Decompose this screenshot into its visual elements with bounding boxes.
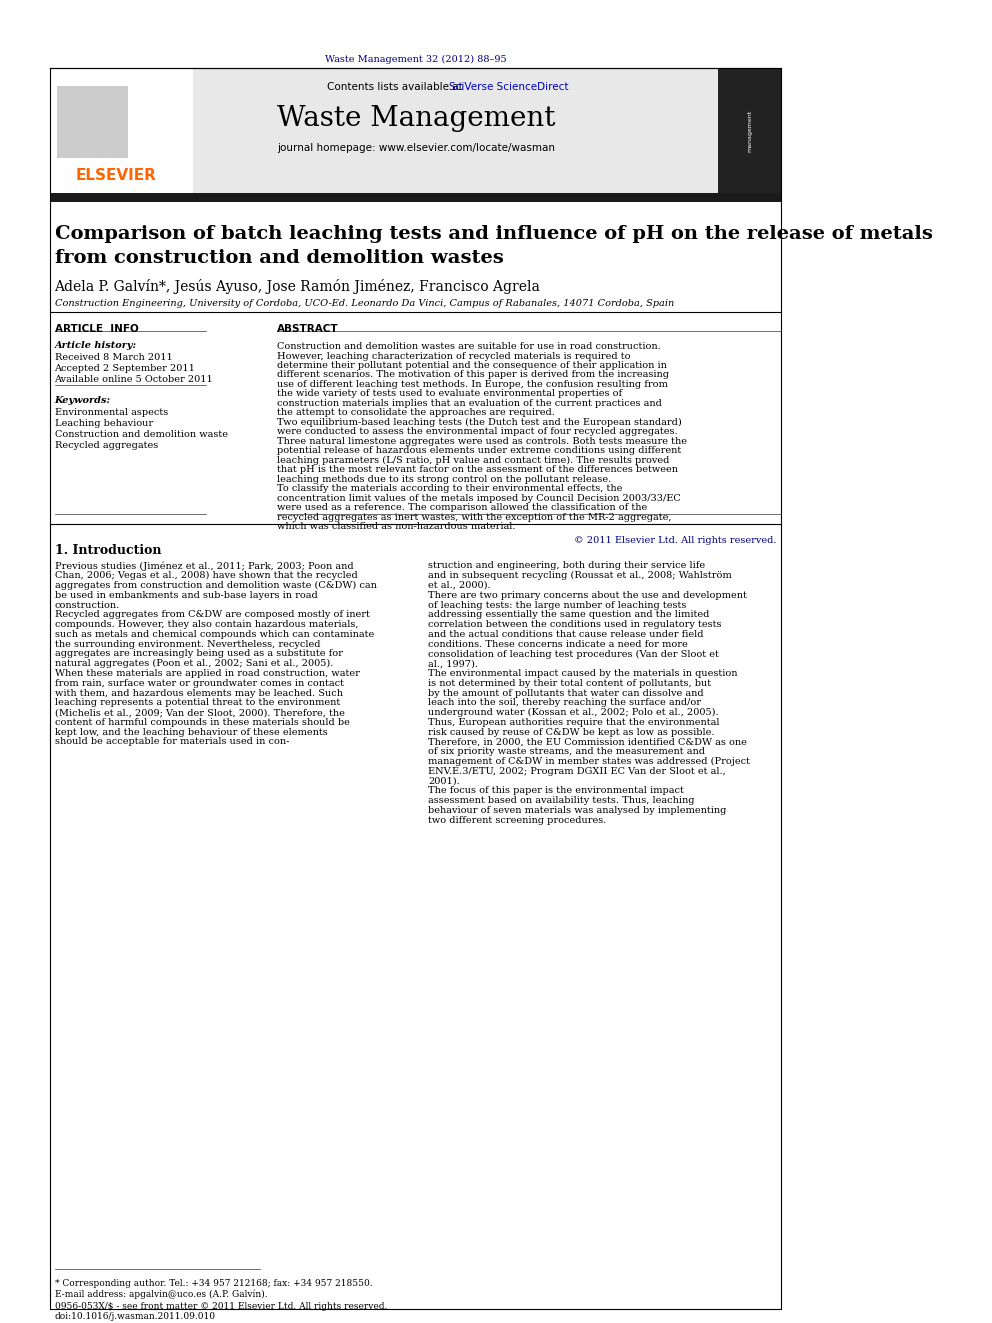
Text: doi:10.1016/j.wasman.2011.09.010: doi:10.1016/j.wasman.2011.09.010 — [55, 1312, 215, 1322]
Text: kept low, and the leaching behaviour of these elements: kept low, and the leaching behaviour of … — [55, 728, 327, 737]
Text: E-mail address: apgalvin@uco.es (A.P. Galvín).: E-mail address: apgalvin@uco.es (A.P. Ga… — [55, 1290, 267, 1299]
Text: Waste Management 32 (2012) 88–95: Waste Management 32 (2012) 88–95 — [325, 54, 507, 64]
Text: SciVerse ScienceDirect: SciVerse ScienceDirect — [449, 82, 568, 91]
Text: the surrounding environment. Nevertheless, recycled: the surrounding environment. Nevertheles… — [55, 639, 320, 648]
Text: the attempt to consolidate the approaches are required.: the attempt to consolidate the approache… — [277, 409, 555, 417]
Text: were conducted to assess the environmental impact of four recycled aggregates.: were conducted to assess the environment… — [277, 427, 678, 437]
FancyBboxPatch shape — [718, 67, 781, 194]
Text: from rain, surface water or groundwater comes in contact: from rain, surface water or groundwater … — [55, 679, 343, 688]
Text: aggregates are increasingly being used as a substitute for: aggregates are increasingly being used a… — [55, 650, 342, 659]
Text: When these materials are applied in road construction, water: When these materials are applied in road… — [55, 669, 359, 677]
Text: Available online 5 October 2011: Available online 5 October 2011 — [55, 374, 213, 384]
Text: leaching parameters (L/S ratio, pH value and contact time). The results proved: leaching parameters (L/S ratio, pH value… — [277, 455, 670, 464]
Text: The focus of this paper is the environmental impact: The focus of this paper is the environme… — [428, 786, 683, 795]
Text: determine their pollutant potential and the consequence of their application in: determine their pollutant potential and … — [277, 361, 667, 370]
FancyBboxPatch shape — [51, 67, 781, 194]
Text: Waste Management: Waste Management — [277, 105, 556, 132]
Text: two different screening procedures.: two different screening procedures. — [428, 815, 606, 824]
Text: Thus, European authorities require that the environmental: Thus, European authorities require that … — [428, 718, 719, 726]
Text: To classify the materials according to their environmental effects, the: To classify the materials according to t… — [277, 484, 622, 493]
Text: 1. Introduction: 1. Introduction — [55, 544, 161, 557]
Text: were used as a reference. The comparison allowed the classification of the: were used as a reference. The comparison… — [277, 503, 647, 512]
Text: Construction and demolition waste: Construction and demolition waste — [55, 430, 227, 439]
Text: addressing essentially the same question and the limited: addressing essentially the same question… — [428, 610, 709, 619]
Text: (Michelis et al., 2009; Van der Sloot, 2000). Therefore, the: (Michelis et al., 2009; Van der Sloot, 2… — [55, 708, 344, 717]
Text: that pH is the most relevant factor on the assessment of the differences between: that pH is the most relevant factor on t… — [277, 466, 678, 474]
Text: ABSTRACT: ABSTRACT — [277, 324, 338, 335]
Text: struction and engineering, both during their service life: struction and engineering, both during t… — [428, 561, 705, 570]
Text: compounds. However, they also contain hazardous materials,: compounds. However, they also contain ha… — [55, 620, 358, 630]
Text: assessment based on availability tests. Thus, leaching: assessment based on availability tests. … — [428, 796, 694, 804]
Text: construction.: construction. — [55, 601, 120, 610]
Text: Environmental aspects: Environmental aspects — [55, 407, 168, 417]
Text: should be acceptable for materials used in con-: should be acceptable for materials used … — [55, 737, 289, 746]
Text: Construction Engineering, University of Cordoba, UCO-Ed. Leonardo Da Vinci, Camp: Construction Engineering, University of … — [55, 299, 674, 308]
Text: which was classified as non-hazardous material.: which was classified as non-hazardous ma… — [277, 523, 516, 531]
Text: Keywords:: Keywords: — [55, 396, 111, 405]
FancyBboxPatch shape — [51, 193, 781, 202]
Text: © 2011 Elsevier Ltd. All rights reserved.: © 2011 Elsevier Ltd. All rights reserved… — [573, 536, 777, 545]
Text: Article history:: Article history: — [55, 341, 137, 351]
Text: concentration limit values of the metals imposed by Council Decision 2003/33/EC: concentration limit values of the metals… — [277, 493, 681, 503]
Text: Recycled aggregates: Recycled aggregates — [55, 441, 158, 450]
FancyBboxPatch shape — [51, 67, 193, 194]
Text: Comparison of batch leaching tests and influence of pH on the release of metals: Comparison of batch leaching tests and i… — [55, 225, 932, 243]
Text: and in subsequent recycling (Roussat et al., 2008; Wahlström: and in subsequent recycling (Roussat et … — [428, 572, 732, 581]
Text: ELSEVIER: ELSEVIER — [75, 168, 157, 183]
Text: the wide variety of tests used to evaluate environmental properties of: the wide variety of tests used to evalua… — [277, 389, 622, 398]
Text: Therefore, in 2000, the EU Commission identified C&DW as one: Therefore, in 2000, the EU Commission id… — [428, 737, 747, 746]
FancyBboxPatch shape — [58, 86, 128, 157]
Text: leaching represents a potential threat to the environment: leaching represents a potential threat t… — [55, 699, 340, 708]
Text: underground water (Kossan et al., 2002; Polo et al., 2005).: underground water (Kossan et al., 2002; … — [428, 708, 718, 717]
Text: construction materials implies that an evaluation of the current practices and: construction materials implies that an e… — [277, 400, 662, 407]
Text: risk caused by reuse of C&DW be kept as low as possible.: risk caused by reuse of C&DW be kept as … — [428, 728, 714, 737]
Text: and the actual conditions that cause release under field: and the actual conditions that cause rel… — [428, 630, 703, 639]
Text: Leaching behaviour: Leaching behaviour — [55, 419, 153, 427]
Text: * Corresponding author. Tel.: +34 957 212168; fax: +34 957 218550.: * Corresponding author. Tel.: +34 957 21… — [55, 1278, 372, 1287]
Text: et al., 2000).: et al., 2000). — [428, 581, 491, 590]
Text: However, leaching characterization of recycled materials is required to: However, leaching characterization of re… — [277, 352, 631, 361]
Text: management: management — [747, 110, 752, 152]
Text: is not determined by their total content of pollutants, but: is not determined by their total content… — [428, 679, 711, 688]
Text: recycled aggregates as inert wastes, with the exception of the MR-2 aggregate,: recycled aggregates as inert wastes, wit… — [277, 512, 672, 521]
Text: al., 1997).: al., 1997). — [428, 659, 478, 668]
Text: potential release of hazardous elements under extreme conditions using different: potential release of hazardous elements … — [277, 446, 682, 455]
Text: with them, and hazardous elements may be leached. Such: with them, and hazardous elements may be… — [55, 688, 342, 697]
Text: different scenarios. The motivation of this paper is derived from the increasing: different scenarios. The motivation of t… — [277, 370, 669, 380]
Text: consolidation of leaching test procedures (Van der Sloot et: consolidation of leaching test procedure… — [428, 650, 719, 659]
Text: Contents lists available at: Contents lists available at — [327, 82, 466, 91]
Text: Two equilibrium-based leaching tests (the Dutch test and the European standard): Two equilibrium-based leaching tests (th… — [277, 418, 682, 427]
Text: aggregates from construction and demolition waste (C&DW) can: aggregates from construction and demolit… — [55, 581, 376, 590]
Text: ARTICLE  INFO: ARTICLE INFO — [55, 324, 138, 335]
Text: Construction and demolition wastes are suitable for use in road construction.: Construction and demolition wastes are s… — [277, 343, 661, 351]
Text: The environmental impact caused by the materials in question: The environmental impact caused by the m… — [428, 669, 737, 677]
Text: use of different leaching test methods. In Europe, the confusion resulting from: use of different leaching test methods. … — [277, 380, 668, 389]
Text: 2001).: 2001). — [428, 777, 459, 786]
Text: journal homepage: www.elsevier.com/locate/wasman: journal homepage: www.elsevier.com/locat… — [278, 143, 556, 152]
Text: Received 8 March 2011: Received 8 March 2011 — [55, 353, 173, 363]
Text: content of harmful compounds in these materials should be: content of harmful compounds in these ma… — [55, 718, 349, 726]
Text: Chan, 2006; Vegas et al., 2008) have shown that the recycled: Chan, 2006; Vegas et al., 2008) have sho… — [55, 572, 357, 581]
Text: of six priority waste streams, and the measurement and: of six priority waste streams, and the m… — [428, 747, 705, 757]
Text: natural aggregates (Poon et al., 2002; Sani et al., 2005).: natural aggregates (Poon et al., 2002; S… — [55, 659, 333, 668]
Text: There are two primary concerns about the use and development: There are two primary concerns about the… — [428, 591, 747, 599]
Text: 0956-053X/$ - see front matter © 2011 Elsevier Ltd. All rights reserved.: 0956-053X/$ - see front matter © 2011 El… — [55, 1302, 387, 1311]
Text: management of C&DW in member states was addressed (Project: management of C&DW in member states was … — [428, 757, 750, 766]
Text: from construction and demolition wastes: from construction and demolition wastes — [55, 249, 503, 267]
Text: Previous studies (Jiménez et al., 2011; Park, 2003; Poon and: Previous studies (Jiménez et al., 2011; … — [55, 561, 353, 572]
Text: ENV.E.3/ETU, 2002; Program DGXII EC Van der Sloot et al.,: ENV.E.3/ETU, 2002; Program DGXII EC Van … — [428, 767, 726, 775]
Text: of leaching tests: the large number of leaching tests: of leaching tests: the large number of l… — [428, 601, 686, 610]
Text: by the amount of pollutants that water can dissolve and: by the amount of pollutants that water c… — [428, 688, 703, 697]
Text: Recycled aggregates from C&DW are composed mostly of inert: Recycled aggregates from C&DW are compos… — [55, 610, 369, 619]
Text: Three natural limestone aggregates were used as controls. Both tests measure the: Three natural limestone aggregates were … — [277, 437, 686, 446]
Text: leach into the soil, thereby reaching the surface and/or: leach into the soil, thereby reaching th… — [428, 699, 701, 708]
Text: Accepted 2 September 2011: Accepted 2 September 2011 — [55, 364, 195, 373]
Text: correlation between the conditions used in regulatory tests: correlation between the conditions used … — [428, 620, 721, 630]
Text: behaviour of seven materials was analysed by implementing: behaviour of seven materials was analyse… — [428, 806, 726, 815]
Text: such as metals and chemical compounds which can contaminate: such as metals and chemical compounds wh… — [55, 630, 374, 639]
Text: conditions. These concerns indicate a need for more: conditions. These concerns indicate a ne… — [428, 639, 687, 648]
Text: leaching methods due to its strong control on the pollutant release.: leaching methods due to its strong contr… — [277, 475, 611, 484]
Text: be used in embankments and sub-base layers in road: be used in embankments and sub-base laye… — [55, 591, 317, 599]
Text: Adela P. Galvín*, Jesús Ayuso, Jose Ramón Jiménez, Francisco Agrela: Adela P. Galvín*, Jesús Ayuso, Jose Ramó… — [55, 279, 541, 294]
